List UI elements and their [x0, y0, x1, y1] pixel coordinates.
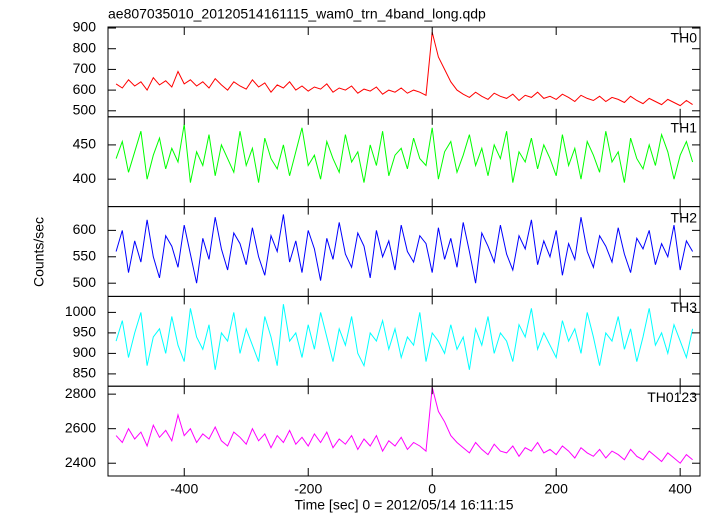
- y-tick-label: 2600: [65, 419, 96, 435]
- panel-label: TH0123: [647, 389, 697, 405]
- x-tick-label: 0: [428, 481, 436, 497]
- panel-label: TH0: [671, 30, 698, 46]
- y-tick-label: 900: [73, 344, 97, 360]
- panel-frame: [107, 116, 701, 208]
- x-tick-label: 400: [668, 481, 692, 497]
- y-tick-label: 500: [73, 274, 97, 290]
- y-tick-label: 2800: [65, 385, 96, 401]
- y-tick-label: 550: [73, 247, 97, 263]
- chart-title: ae807035010_20120514161115_wam0_trn_4ban…: [108, 6, 486, 22]
- panel-label: TH1: [671, 120, 698, 136]
- y-tick-label: 850: [73, 365, 97, 381]
- y-tick-label: 900: [73, 19, 97, 35]
- y-tick-label: 700: [73, 60, 97, 76]
- y-tick-label: 500: [73, 102, 97, 118]
- y-tick-label: 600: [73, 81, 97, 97]
- panel-frame: [107, 385, 701, 477]
- y-tick-label: 1000: [65, 303, 96, 319]
- y-tick-label: 400: [73, 170, 97, 186]
- y-tick-label: 800: [73, 39, 97, 55]
- y-tick-label: 450: [73, 136, 97, 152]
- panel-frame: [107, 26, 701, 118]
- data-line: [115, 387, 693, 464]
- x-tick-label: 200: [545, 481, 569, 497]
- data-line: [115, 304, 694, 370]
- x-axis-label: Time [sec] 0 = 2012/05/14 16:11:15: [294, 497, 513, 513]
- data-line: [115, 214, 694, 284]
- x-tick-label: -200: [294, 481, 322, 497]
- y-tick-label: 2400: [65, 454, 96, 470]
- y-axis-label: Counts/sec: [31, 217, 47, 287]
- panel-frame: [107, 295, 701, 387]
- data-line: [115, 124, 694, 183]
- panel-label: TH3: [671, 299, 698, 315]
- y-tick-label: 950: [73, 324, 97, 340]
- x-tick-label: -400: [170, 481, 198, 497]
- panel-label: TH2: [671, 209, 698, 225]
- data-line: [115, 32, 693, 107]
- y-tick-label: 600: [73, 221, 97, 237]
